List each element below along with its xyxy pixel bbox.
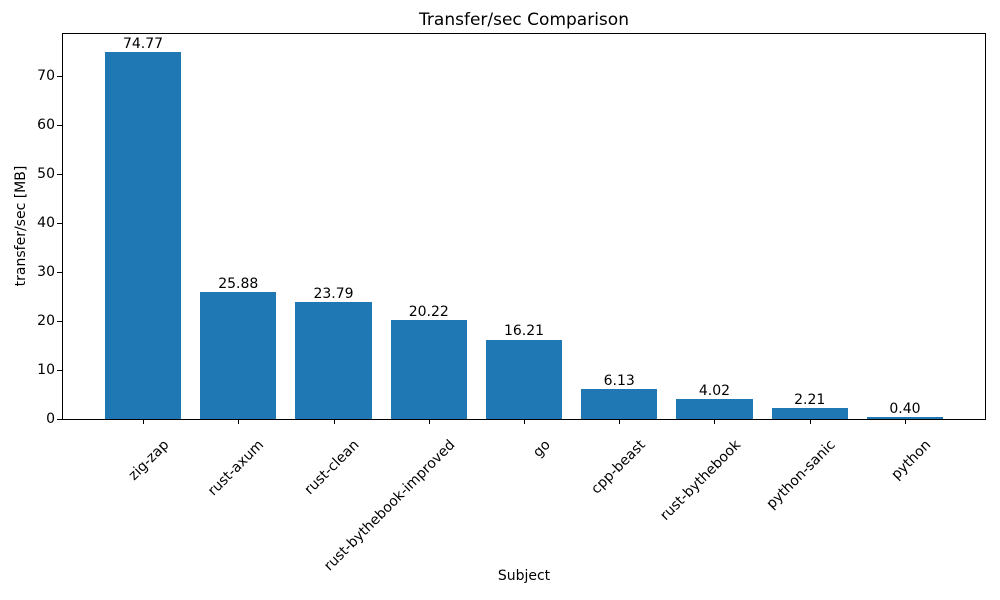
bar <box>676 399 753 419</box>
y-tick <box>57 173 62 175</box>
y-tick <box>57 419 62 420</box>
y-tick-label: 70 <box>37 67 55 84</box>
x-tick <box>333 419 335 424</box>
x-tick <box>143 419 144 424</box>
x-tick <box>714 419 716 424</box>
y-tick <box>57 124 62 126</box>
y-tick <box>57 271 62 273</box>
x-tick <box>238 419 240 424</box>
y-tick-label: 30 <box>37 263 55 280</box>
y-tick <box>57 369 62 371</box>
y-tick-label: 10 <box>37 361 55 378</box>
bar <box>295 302 372 419</box>
x-axis-label: Subject <box>497 568 551 584</box>
y-tick-label: 60 <box>37 116 55 133</box>
bar <box>866 417 944 419</box>
bar <box>390 319 467 419</box>
y-tick <box>57 222 62 224</box>
bar <box>771 408 848 419</box>
bar-value-label: 23.79 <box>313 286 354 303</box>
y-tick-label: 0 <box>46 411 55 427</box>
y-tick-label: 40 <box>37 214 55 231</box>
bar <box>485 339 563 419</box>
y-tick-label: 20 <box>37 312 55 329</box>
x-tick <box>619 419 621 424</box>
bar <box>581 388 658 419</box>
bar <box>104 52 182 419</box>
bar-value-label: 2.21 <box>794 392 826 409</box>
x-tick-label-text: python <box>888 437 935 483</box>
y-tick-label: 50 <box>37 165 55 182</box>
bar-value-label: 74.77 <box>122 36 164 53</box>
x-tick <box>904 419 906 424</box>
bar-value-label: 4.02 <box>698 383 731 400</box>
x-tick <box>428 419 430 424</box>
bar-value-label: 6.13 <box>603 372 635 389</box>
bar-value-label: 16.21 <box>503 323 545 340</box>
x-tick <box>809 419 811 424</box>
y-tick <box>57 320 62 322</box>
bar-value-label: 0.40 <box>889 401 921 418</box>
bar <box>200 292 277 419</box>
x-tick <box>524 419 525 424</box>
y-tick <box>57 75 62 77</box>
chart-title: Transfer/sec Comparison <box>419 10 629 30</box>
bar-value-label: 20.22 <box>408 303 449 320</box>
plot-area: 74.77 zig-zap 25.88 rust-axum 23.79 rust-clea… <box>37 33 986 574</box>
x-tick-label: python <box>703 436 934 483</box>
bar-value-label: 25.88 <box>218 276 259 293</box>
